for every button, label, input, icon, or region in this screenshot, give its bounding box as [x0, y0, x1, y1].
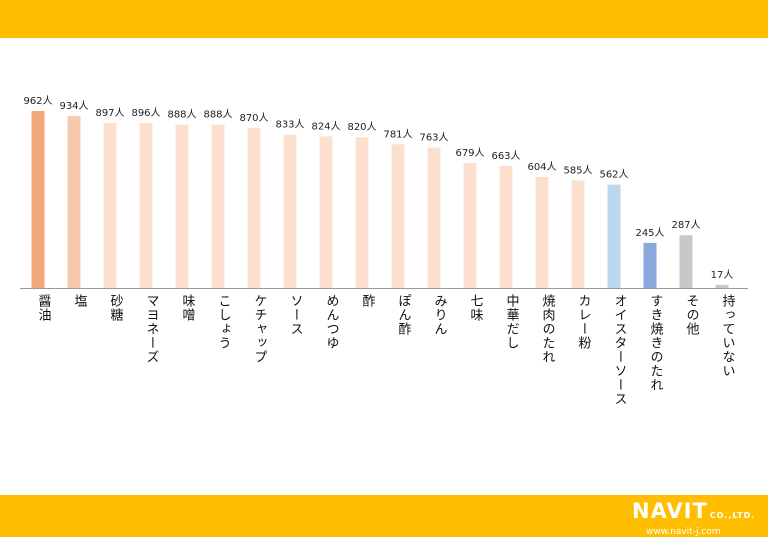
bar-8 — [319, 136, 333, 288]
bar-9 — [355, 137, 369, 288]
category-label-4: 味噌 — [180, 294, 196, 322]
data-label-8: 824人 — [311, 120, 340, 132]
logo-brand: NAVIT — [632, 499, 708, 523]
footer-band — [0, 495, 768, 537]
bar-13 — [499, 166, 513, 288]
logo-url: www.navit-j.com — [646, 527, 721, 537]
category-label-1: 塩 — [72, 294, 88, 308]
logo-suffix: CO.,LTD. — [709, 511, 756, 520]
bar-17 — [643, 242, 657, 288]
bar-14 — [535, 176, 549, 288]
data-label-13: 663人 — [491, 150, 520, 162]
bar-7 — [283, 134, 297, 288]
category-label-5: こしょう — [216, 294, 231, 350]
category-label-10: ぽん酢 — [396, 294, 412, 336]
data-label-2: 897人 — [95, 107, 124, 119]
bar-19 — [715, 284, 729, 288]
data-label-16: 562人 — [599, 169, 628, 181]
navit-logo: NAVIT CO.,LTD. www.navit-j.com — [632, 499, 760, 537]
category-label-18: その他 — [684, 294, 700, 336]
data-label-12: 679人 — [455, 147, 484, 159]
category-label-3: マヨネーズ — [144, 294, 159, 364]
data-label-19: 17人 — [711, 269, 734, 281]
category-label-15: カレー粉 — [576, 294, 592, 350]
category-label-8: めんつゆ — [324, 294, 339, 350]
bar-16 — [607, 184, 621, 288]
bar-0 — [31, 110, 45, 288]
bar-5 — [211, 124, 225, 288]
bar-11 — [427, 147, 441, 288]
category-label-11: みりん — [432, 294, 447, 336]
data-label-18: 287人 — [671, 219, 700, 231]
category-label-9: 酢 — [360, 294, 376, 308]
data-label-0: 962人 — [23, 95, 52, 107]
data-label-14: 604人 — [527, 161, 556, 173]
bar-4 — [175, 124, 189, 288]
bar-15 — [571, 180, 585, 288]
bar-6 — [247, 127, 261, 288]
data-label-7: 833人 — [275, 119, 304, 131]
bar-3 — [139, 123, 153, 288]
data-label-1: 934人 — [59, 100, 88, 112]
data-label-6: 870人 — [239, 112, 268, 124]
data-label-9: 820人 — [347, 121, 376, 133]
category-label-12: 七味 — [468, 294, 484, 322]
category-label-6: ケチャップ — [252, 294, 267, 364]
category-label-13: 中華だし — [504, 294, 520, 350]
data-label-10: 781人 — [383, 128, 412, 140]
bar-2 — [103, 122, 117, 289]
category-label-17: すき焼きのたれ — [648, 294, 664, 392]
category-label-19: 持っていない — [720, 294, 736, 378]
header-band — [0, 0, 768, 38]
bar-18 — [679, 235, 693, 288]
data-label-3: 896人 — [131, 107, 160, 119]
data-label-11: 763人 — [419, 132, 448, 144]
data-label-17: 245人 — [635, 227, 664, 239]
category-label-7: ソース — [288, 294, 303, 336]
category-label-0: 醤油 — [36, 294, 52, 322]
category-label-14: 焼肉のたれ — [540, 294, 556, 364]
category-label-16: オイスターソース — [612, 294, 627, 406]
data-label-4: 888人 — [167, 109, 196, 121]
bar-12 — [463, 163, 477, 288]
category-label-2: 砂糖 — [108, 294, 124, 322]
bar-1 — [67, 116, 81, 288]
data-label-15: 585人 — [563, 164, 592, 176]
data-label-5: 888人 — [203, 109, 232, 121]
bar-10 — [391, 144, 405, 288]
